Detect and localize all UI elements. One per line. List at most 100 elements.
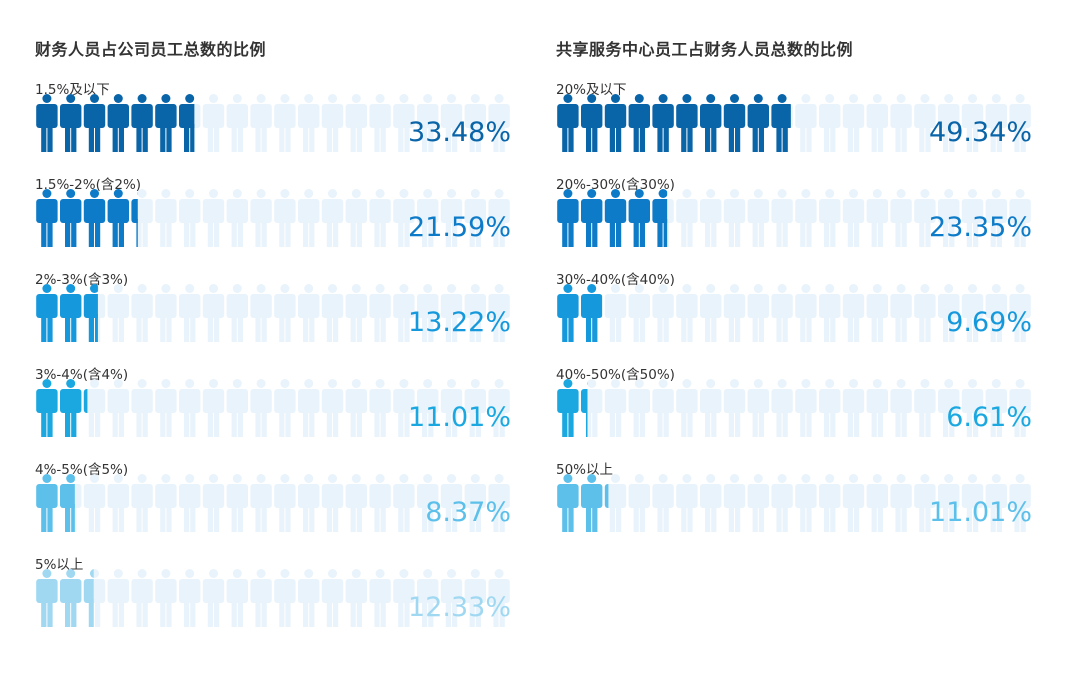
person-icon [393, 94, 415, 152]
person-icon [914, 284, 936, 342]
person-icon [866, 474, 888, 532]
person-icon [226, 284, 248, 342]
person-icon [321, 189, 344, 247]
person-icon [700, 284, 722, 342]
person-icon [250, 569, 272, 627]
person-icon [628, 284, 650, 342]
person-icon [83, 389, 88, 413]
person-icon [938, 94, 960, 152]
pictogram-bar [36, 379, 510, 437]
pictogram-bar [557, 189, 1031, 247]
person-icon [60, 94, 82, 152]
category-label: 1.5%-2%(含2%) [35, 177, 142, 193]
person-icon [345, 189, 367, 247]
person-icon [604, 474, 627, 532]
person-icon [369, 94, 391, 152]
category-label: 20%及以下 [556, 82, 627, 98]
person-icon [961, 379, 984, 437]
person-icon [274, 569, 296, 627]
pictogram-bar [557, 379, 1031, 437]
person-icon [1009, 189, 1031, 247]
person-icon [604, 94, 627, 152]
person-icon [652, 474, 674, 532]
person-icon [464, 94, 486, 152]
person-icon [83, 284, 98, 342]
person-icon [842, 474, 865, 532]
person-icon [985, 284, 1007, 342]
person-icon [440, 474, 463, 532]
value-label: 13.22% [408, 307, 511, 338]
person-icon [604, 284, 627, 342]
person-icon [557, 94, 579, 152]
person-icon [723, 474, 746, 532]
person-icon [961, 284, 984, 342]
person-icon [417, 94, 439, 152]
person-icon [202, 474, 225, 532]
person-icon [417, 284, 439, 342]
person-icon [369, 474, 391, 532]
person-icon [250, 379, 272, 437]
person-icon [723, 379, 746, 437]
person-icon [83, 474, 106, 532]
person-icon [795, 94, 817, 152]
person-icon [107, 474, 129, 532]
pictogram-bar [36, 474, 510, 532]
category-row: 30%-40%(含40%) 9.69% [556, 268, 1032, 363]
person-icon [747, 284, 769, 342]
category-row: 3%-4%(含4%) 11.01% [35, 363, 511, 458]
person-icon [747, 379, 769, 437]
person-icon [83, 189, 106, 247]
person-icon [581, 381, 588, 437]
person-icon [369, 284, 391, 342]
person-icon [914, 189, 936, 247]
person-icon [866, 94, 888, 152]
person-icon [1009, 94, 1031, 152]
value-bar [557, 474, 609, 532]
person-icon [464, 569, 486, 627]
person-icon [819, 284, 841, 342]
person-icon [488, 94, 510, 152]
person-icon [393, 189, 415, 247]
person-icon [36, 474, 58, 532]
category-row: 20%-30%(含30%) 23.35% [556, 173, 1032, 268]
person-icon [36, 284, 58, 342]
pictogram-bar [557, 94, 1031, 152]
person-icon [298, 284, 320, 342]
person-icon [60, 379, 82, 437]
person-icon [345, 94, 367, 152]
category-row: 1.5%-2%(含2%) 21.59% [35, 173, 511, 268]
person-icon [628, 474, 650, 532]
person-icon [819, 189, 841, 247]
person-icon [393, 474, 415, 532]
person-icon [604, 379, 627, 437]
person-icon [890, 284, 912, 342]
person-icon [771, 189, 793, 247]
person-icon [961, 474, 984, 532]
value-label: 12.33% [408, 592, 511, 623]
person-icon [961, 94, 984, 152]
category-label: 20%-30%(含30%) [556, 177, 675, 193]
person-icon [676, 379, 698, 437]
person-icon [83, 94, 106, 152]
person-icon [723, 189, 746, 247]
person-icon [604, 484, 609, 508]
person-icon [961, 189, 984, 247]
person-icon [393, 569, 415, 627]
value-bar [36, 474, 75, 532]
person-icon [771, 379, 793, 437]
category-label: 2%-3%(含3%) [35, 272, 129, 288]
person-icon [700, 94, 722, 152]
pictogram-bar [557, 284, 1031, 342]
person-icon [345, 379, 367, 437]
person-icon [464, 379, 486, 437]
person-icon [488, 189, 510, 247]
category-label: 1.5%及以下 [35, 82, 110, 98]
person-icon [345, 474, 367, 532]
person-icon [985, 474, 1007, 532]
value-bar [36, 94, 195, 152]
person-icon [369, 569, 391, 627]
value-label: 9.69% [946, 307, 1032, 338]
person-icon [819, 94, 841, 152]
pictogram-bar [557, 474, 1031, 532]
person-icon [842, 94, 865, 152]
